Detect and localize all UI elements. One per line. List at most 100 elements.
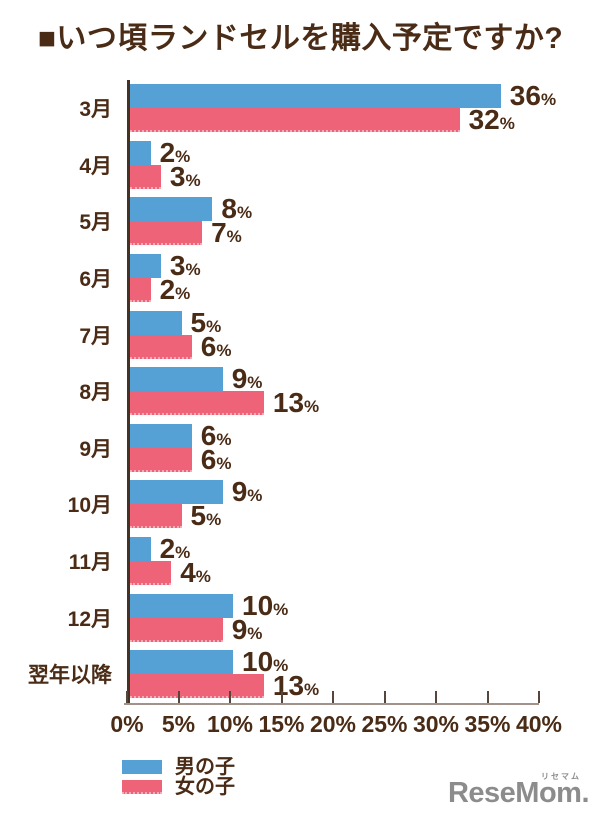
category-label: 5月 (79, 211, 112, 235)
bar-girls (130, 164, 161, 189)
bar-row-boys: 36% (130, 82, 556, 110)
bar-boys (130, 310, 182, 335)
value-number: 5 (190, 500, 207, 532)
bar-row-boys: 3% (130, 252, 542, 280)
bar-value-label: 10% (242, 591, 289, 620)
bar-row-girls: 2% (130, 276, 542, 304)
bar-boys (130, 593, 233, 618)
value-number: 2 (159, 136, 176, 168)
bar-value-label: 9% (232, 478, 263, 506)
value-percent-sign: % (247, 623, 263, 643)
bar-row-boys: 9% (130, 365, 542, 393)
x-axis-tick (126, 690, 128, 703)
x-axis-tick (332, 690, 334, 703)
value-number: 8 (221, 193, 237, 225)
value-percent-sign: % (247, 486, 263, 506)
value-number: 9 (231, 613, 248, 645)
bar-row-boys: 10% (130, 648, 542, 676)
value-percent-sign: % (247, 373, 263, 393)
x-axis-tick-label: 25% (361, 710, 408, 737)
legend-swatch-girls (122, 780, 162, 794)
bar-boys (130, 84, 501, 109)
value-number: 3 (169, 160, 186, 192)
value-percent-sign: % (175, 543, 191, 563)
bar-row-girls: 3% (130, 160, 542, 192)
value-percent-sign: % (273, 599, 289, 619)
category-label: 7月 (79, 324, 112, 348)
legend-label-boys: 男の子 (175, 756, 235, 778)
category-label: 3月 (79, 98, 112, 122)
chart-row: 翌年以降 10% 13% (0, 645, 601, 703)
bar-group: 8% 7% (127, 193, 542, 250)
bar-boys (130, 197, 213, 222)
bar-row-boys: 10% (130, 591, 542, 620)
bar-girls (130, 447, 192, 472)
bar-row-boys: 8% (130, 195, 542, 223)
value-percent-sign: % (185, 170, 201, 190)
bar-value-label: 7% (211, 219, 242, 247)
bar-boys (130, 650, 233, 675)
bar-boys (130, 537, 151, 562)
logo-text: ReseMom. (447, 777, 590, 809)
bar-value-label: 9% (231, 613, 263, 645)
value-number: 36 (509, 80, 541, 112)
x-axis: 0% 5% 10% 15% 20% 25% 30% 35% 40% (110, 690, 562, 753)
x-axis-tick-label: 20% (309, 710, 357, 737)
bar-row-boys: 9% (130, 478, 542, 506)
chart-row: 11月 2% 4% (0, 532, 601, 590)
chart-row: 4月 2% 3% (0, 136, 601, 194)
bar-group: 2% 4% (127, 532, 542, 590)
value-number: 6 (200, 419, 217, 451)
value-percent-sign: % (226, 227, 242, 247)
bar-value-label: 2% (160, 535, 191, 563)
category-label: 11月 (68, 551, 112, 575)
bar-group: 6% 6% (127, 419, 542, 477)
value-number: 3 (169, 250, 186, 282)
x-axis-tick (486, 690, 489, 703)
value-number: 10 (242, 646, 274, 678)
value-number: 2 (159, 533, 176, 565)
category-label: 6月 (79, 268, 112, 292)
bar-value-label: 13% (273, 389, 319, 417)
x-axis-tick (177, 690, 180, 703)
bar-row-girls: 6% (130, 332, 542, 360)
category-label: 翌年以降 (28, 664, 112, 688)
bar-girls (130, 278, 151, 303)
value-percent-sign: % (206, 510, 222, 530)
bar-value-label: 3% (169, 160, 201, 192)
value-number: 2 (159, 274, 176, 306)
bar-row-girls: 6% (130, 445, 542, 473)
bar-girls (130, 108, 460, 133)
value-percent-sign: % (304, 680, 320, 700)
bar-row-girls: 9% (130, 613, 542, 645)
legend: 男の子 女の子 (122, 756, 235, 800)
bar-girls (130, 504, 182, 529)
bar-value-label: 3% (170, 252, 201, 280)
bar-value-label: 2% (160, 276, 191, 304)
category-label: 12月 (67, 607, 112, 631)
value-number: 9 (231, 476, 248, 508)
bar-value-label: 4% (180, 559, 211, 587)
value-number: 6 (200, 443, 217, 475)
bar-row-boys: 2% (130, 138, 542, 166)
bar-value-label: 9% (232, 365, 263, 393)
x-axis-tick-label: 30% (412, 710, 460, 737)
value-percent-sign: % (304, 397, 320, 417)
value-percent-sign: % (499, 114, 515, 134)
value-percent-sign: % (216, 340, 232, 360)
resemom-logo: リセマム ReseMom. (447, 771, 590, 809)
legend-swatch-boys (122, 760, 162, 774)
bar-value-label: 6% (200, 419, 232, 451)
value-number: 32 (468, 104, 500, 136)
bar-girls (130, 334, 192, 359)
x-axis-tick-label: 0% (110, 710, 144, 737)
chart-row: 8月 9% 13% (0, 362, 601, 420)
category-label: 9月 (79, 437, 112, 461)
value-percent-sign: % (216, 453, 232, 473)
bar-girls (130, 617, 223, 642)
bar-value-label: 13% (273, 672, 319, 700)
logo-ruby-text: リセマム (541, 772, 581, 781)
bar-row-boys: 2% (130, 535, 542, 563)
bar-group: 9% 5% (127, 476, 542, 533)
